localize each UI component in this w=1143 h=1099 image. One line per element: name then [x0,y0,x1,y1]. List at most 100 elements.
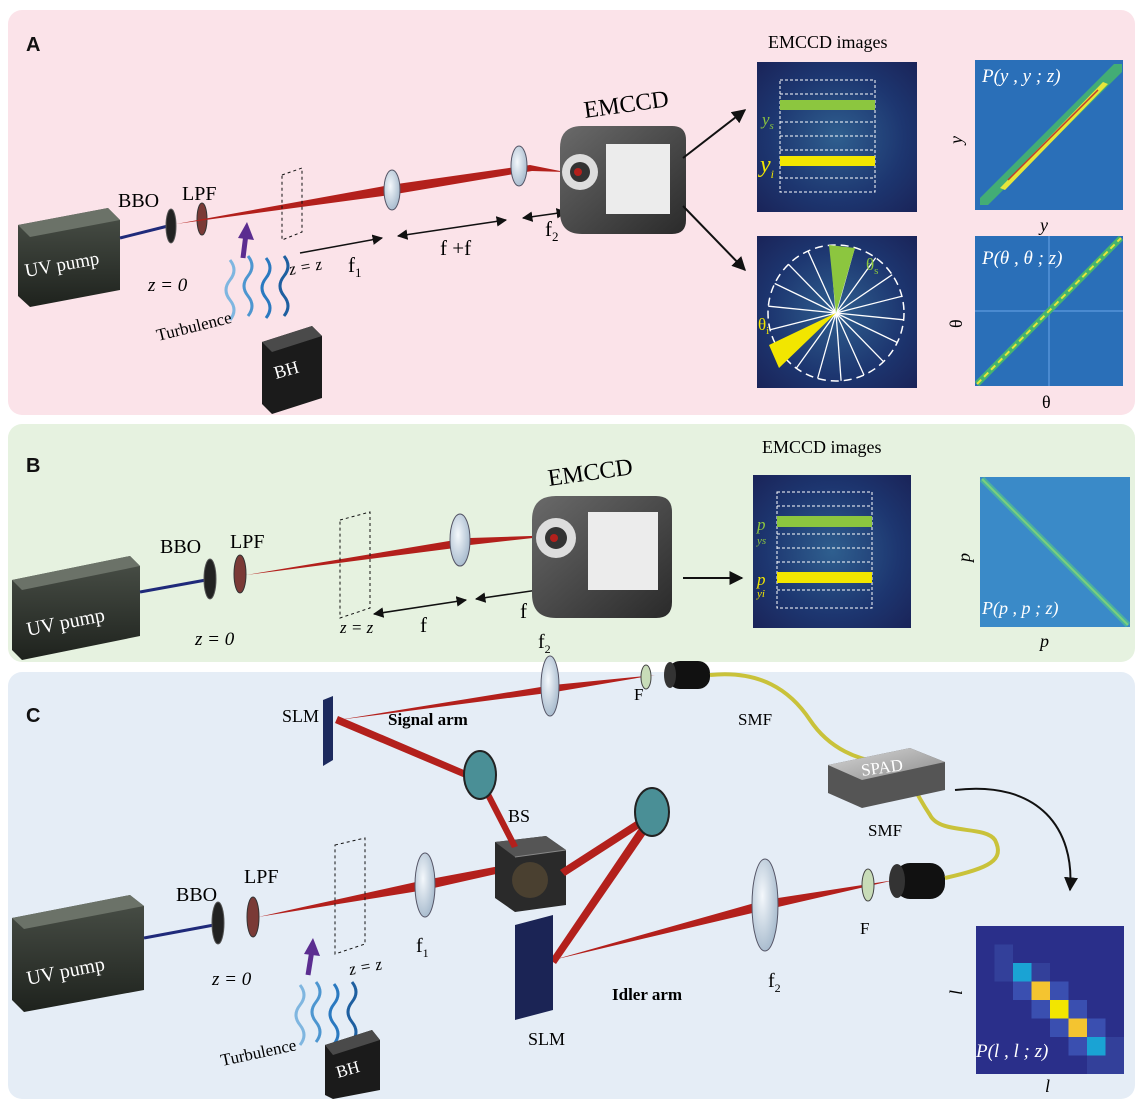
beam-signal-arm [338,675,655,720]
matrix-cell [1105,944,1124,963]
panel-a-setup: UV pump BBO LPF BH Turbulence [18,32,1124,414]
matrix-cell [1013,1018,1032,1037]
matrix-cell [1068,1018,1087,1037]
smf-top-label-c: SMF [738,710,772,729]
matrix-cell [1050,1055,1069,1074]
matrix-cell [976,1037,995,1056]
matrix-cell [1105,1037,1124,1056]
matrix-cell [1050,1018,1069,1037]
lens-f1-c [414,852,436,918]
matrix-cell [1087,944,1106,963]
f-left-label-b: f [420,613,427,637]
matrix-cell [1087,1055,1106,1074]
panel-b-label: B [26,455,41,477]
sector-line [835,312,904,321]
zz-label-a: z = z [286,254,323,279]
arrow-spad-to-plot-c [954,787,1079,892]
beam-mirror-to-slm-top [335,716,478,780]
fiber-coupler-bottom-c [889,863,945,899]
matrix-cell [1105,1055,1124,1074]
mirror-right-c [634,787,670,837]
z0-label-a: z = 0 [147,275,188,296]
mirror-top-c [463,750,497,800]
bh-box-c: BH [325,1030,380,1099]
turbulence-waves-c [294,981,358,1046]
matrix-cell [1068,963,1087,982]
beam-to-bs-c [258,865,505,917]
f1-label-a: f1 [348,253,362,280]
panel-c [8,672,1135,1099]
matrix-cell [1013,1000,1032,1019]
matrix-cell [1105,963,1124,982]
plot2-xlabel-a: θ [1042,392,1051,412]
matrix-cell [1050,981,1069,1000]
matrix-cell [1050,963,1069,982]
idler-arm-label-c: Idler arm [612,985,682,1004]
matrix-cell [1031,963,1050,982]
plot-xlabel-b: p [1038,631,1049,651]
fiber-coupler-top-c [664,661,710,689]
smf-bottom-label-c: SMF [868,821,902,840]
lpf-filter-c [246,896,260,938]
emccd-camera-a [560,126,686,234]
sector-line [768,305,837,314]
sector-line [788,263,837,314]
pump-beam-a [119,224,169,240]
sector-line [807,250,837,314]
pump-beam-c [143,923,215,940]
turbulence-label-c: Turbulence [219,1035,298,1070]
matrix-cell [994,1037,1013,1056]
correlation-plot-y-a: P(y , y ; z) y y [946,60,1123,235]
plot2-title-a: P(θ , θ ; z) [981,248,1062,269]
matrix-cell [1013,926,1032,945]
bbo-label-b: BBO [160,536,201,558]
pump-beam-b [139,578,207,594]
emccd-image-strips-a: ys yi [757,62,917,212]
matrix-cell [1068,1055,1087,1074]
emccd-image-strips-b: p ys p yi [753,475,911,628]
matrix-cell [994,981,1013,1000]
bbo-crystal-a [165,208,177,244]
plot-title-c: P(l , l ; z) [975,1041,1048,1062]
matrix-cell [976,1055,995,1074]
matrix-cell [994,944,1013,963]
bbo-crystal-b [203,558,217,600]
beam-splitter-c [495,836,567,912]
matrix-cell [1013,1037,1032,1056]
matrix-cell [1087,1037,1106,1056]
plane-z-b [339,511,371,619]
lpf-label-a: LPF [182,183,216,205]
sector-line [795,312,837,369]
idler-strip-a [780,156,875,166]
plot2-ylabel-a: θ [946,319,966,328]
downconverted-beam-b [246,535,560,575]
plane-z-c [334,837,366,955]
matrix-cell [1068,926,1087,945]
matrix-cell [1013,1055,1032,1074]
bbo-label-c: BBO [176,884,217,906]
matrix-cell [994,1055,1013,1074]
theta-s-sector-a [829,245,855,313]
f-right-label-b: f [520,599,527,623]
distance-arrow-f2-a [521,208,568,222]
emccd-image-sectors-a: θs θi [757,236,917,388]
theta-i-label-a: θi [758,315,769,337]
matrix-cell [1105,981,1124,1000]
sector-line [769,312,837,331]
matrix-cell [976,981,995,1000]
slm-bottom-label-c: SLM [528,1029,565,1049]
signal-strip-a [780,100,875,110]
slm-bottom-c [515,915,553,1020]
yi-strip-label-a: yi [758,152,774,181]
matrix-cell [1050,1037,1069,1056]
plot-ylabel-c: l [946,990,966,995]
matrix-cell [1087,926,1106,945]
f2-bottom-label-c: f2 [768,970,781,995]
lens-f2-bottom-c [751,858,779,952]
smf-fiber-bottom-c [908,779,1000,880]
matrix-cell [976,944,995,963]
matrix-cell [976,1000,995,1019]
filter-top-label-c: F [634,685,643,704]
panel-c-setup: UV pump BBO LPF BS SLM SLM [12,631,1124,1099]
idler-strip-b [777,572,872,583]
